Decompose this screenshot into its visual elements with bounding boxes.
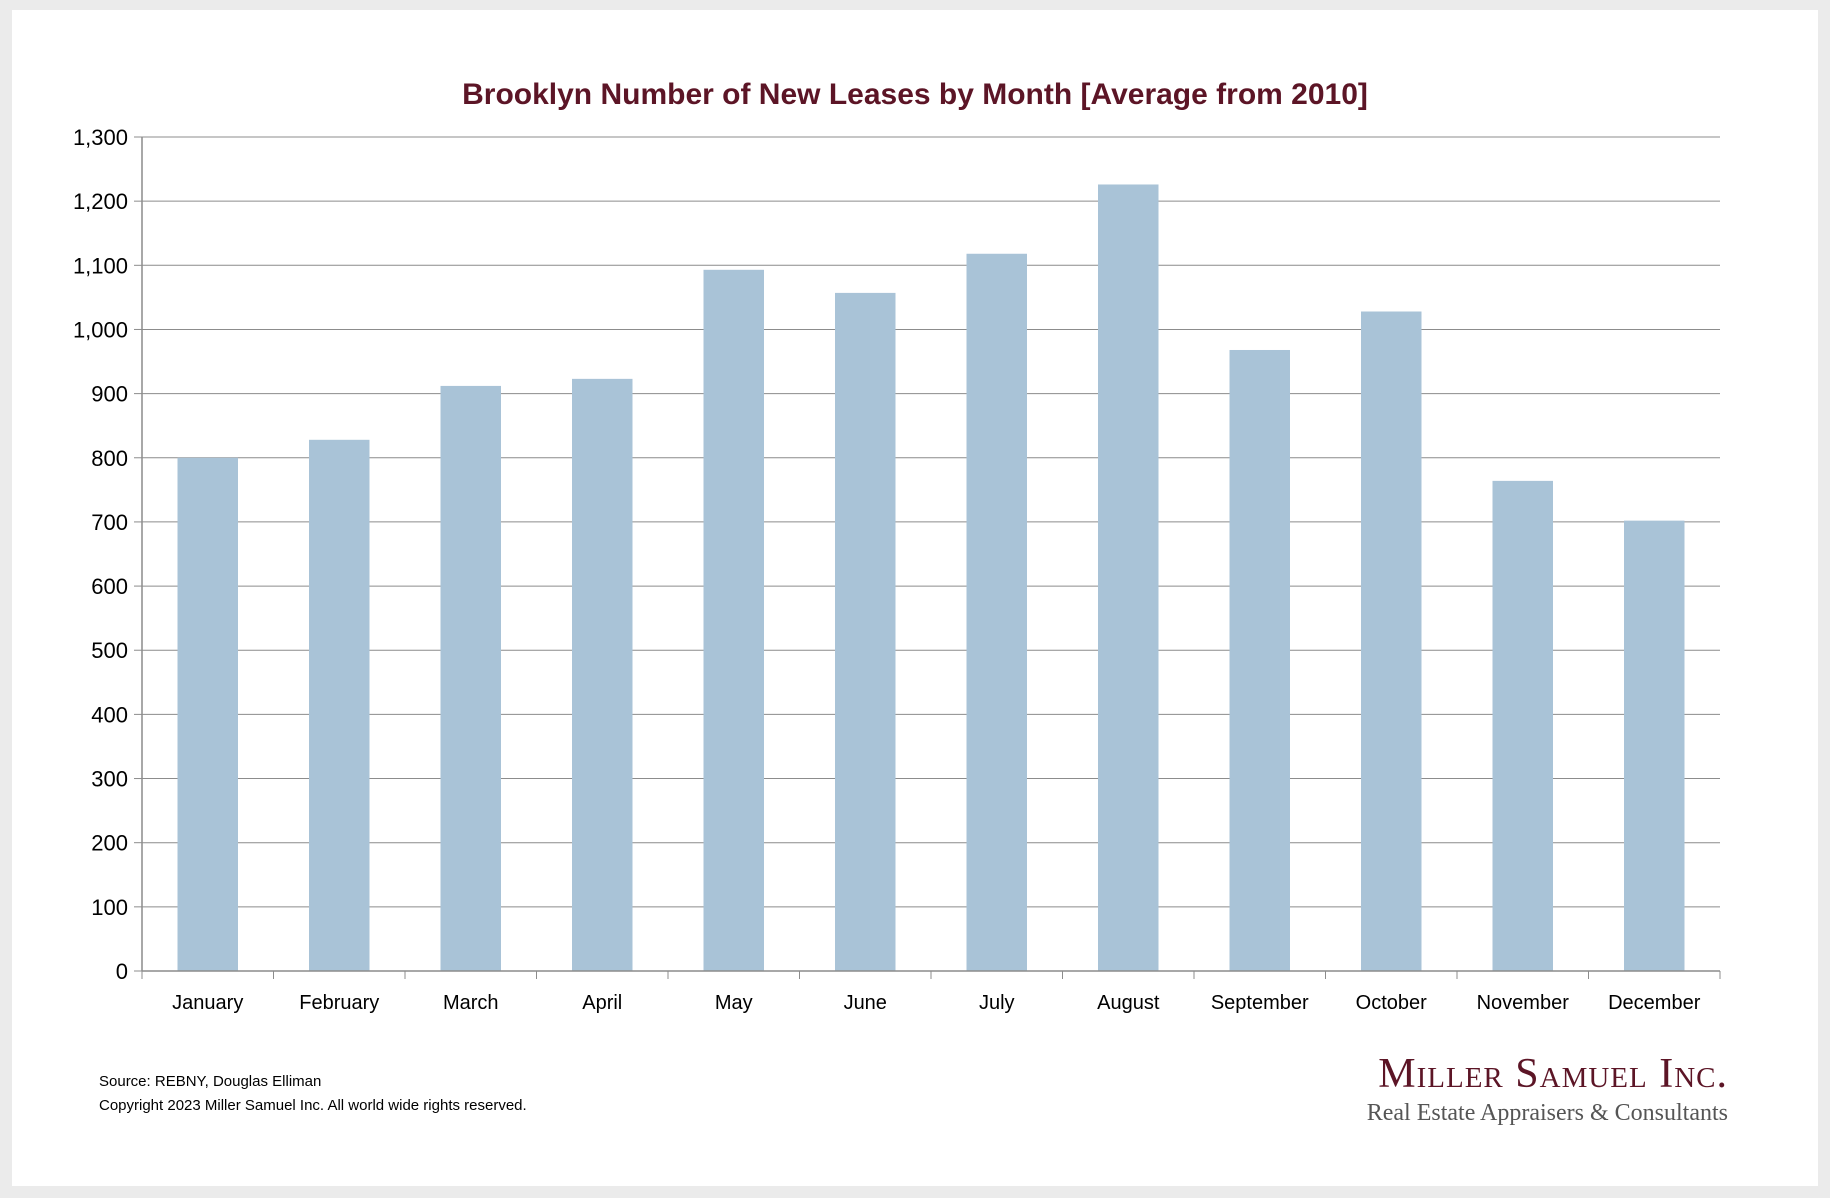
y-tick-label: 800	[91, 446, 128, 471]
bar-august	[1098, 184, 1159, 971]
bar-july	[966, 253, 1027, 971]
bar-march	[440, 385, 501, 971]
bar-october	[1361, 311, 1422, 971]
y-tick-label: 1,100	[73, 253, 128, 278]
bar-february	[309, 439, 370, 971]
x-tick-label: July	[979, 992, 1015, 1014]
logo-name: Miller Samuel Inc.	[1378, 1051, 1728, 1097]
x-tick-label: January	[172, 992, 243, 1014]
bar-november	[1492, 480, 1553, 971]
x-tick-label: May	[715, 992, 753, 1014]
bar-september	[1229, 349, 1290, 971]
axes: 0 100 200 300 400 500 600 700 800 900 1,000 1,100 1,…	[73, 125, 1721, 1014]
y-tick-label: 600	[91, 574, 128, 599]
x-tick-label: February	[299, 992, 379, 1014]
chart-title: Brooklyn Number of New Leases by Month […	[462, 78, 1368, 111]
bar-january	[177, 457, 238, 971]
bar-december	[1624, 520, 1685, 971]
source-note: Source: REBNY, Douglas Elliman	[99, 1073, 322, 1090]
company-logo: Miller Samuel Inc. Real Estate Appraiser…	[1367, 1050, 1728, 1128]
x-tick-label: October	[1356, 992, 1427, 1014]
bar-june	[835, 292, 896, 971]
x-tick-label: April	[582, 992, 622, 1014]
logo-tagline: Real Estate Appraisers & Consultants	[1366, 1100, 1728, 1126]
footer: Source: REBNY, Douglas Elliman Copyright…	[99, 1070, 527, 1118]
bar-may	[703, 269, 764, 971]
x-tick-label: September	[1211, 992, 1309, 1014]
y-tick-label: 200	[91, 831, 128, 856]
y-tick-label: 100	[91, 895, 128, 920]
bar-april	[572, 378, 633, 971]
y-tick-label: 1,300	[73, 125, 128, 150]
x-tick-label: August	[1097, 992, 1160, 1014]
y-tick-label: 500	[91, 638, 128, 663]
y-tick-label: 400	[91, 702, 128, 727]
x-tick-label: December	[1608, 992, 1701, 1014]
gridlines	[142, 136, 1720, 908]
chart-card: Brooklyn Number of New Leases by Month […	[12, 10, 1818, 1186]
y-tick-label: 1,000	[73, 317, 128, 342]
y-tick-label: 700	[91, 510, 128, 535]
y-tick-label: 900	[91, 382, 128, 407]
bar-chart: 0 100 200 300 400 500 600 700 800 900 1,000 1,100 1,…	[73, 125, 1721, 1014]
y-tick-label: 300	[91, 767, 128, 792]
x-tick-label: November	[1477, 992, 1570, 1014]
copyright-note: Copyright 2023 Miller Samuel Inc. All wo…	[99, 1097, 527, 1114]
x-tick-label: June	[844, 992, 887, 1014]
x-tick-label: March	[443, 992, 499, 1014]
y-tick-label: 1,200	[73, 189, 128, 214]
bars	[177, 184, 1685, 971]
y-tick-label: 0	[116, 959, 128, 984]
